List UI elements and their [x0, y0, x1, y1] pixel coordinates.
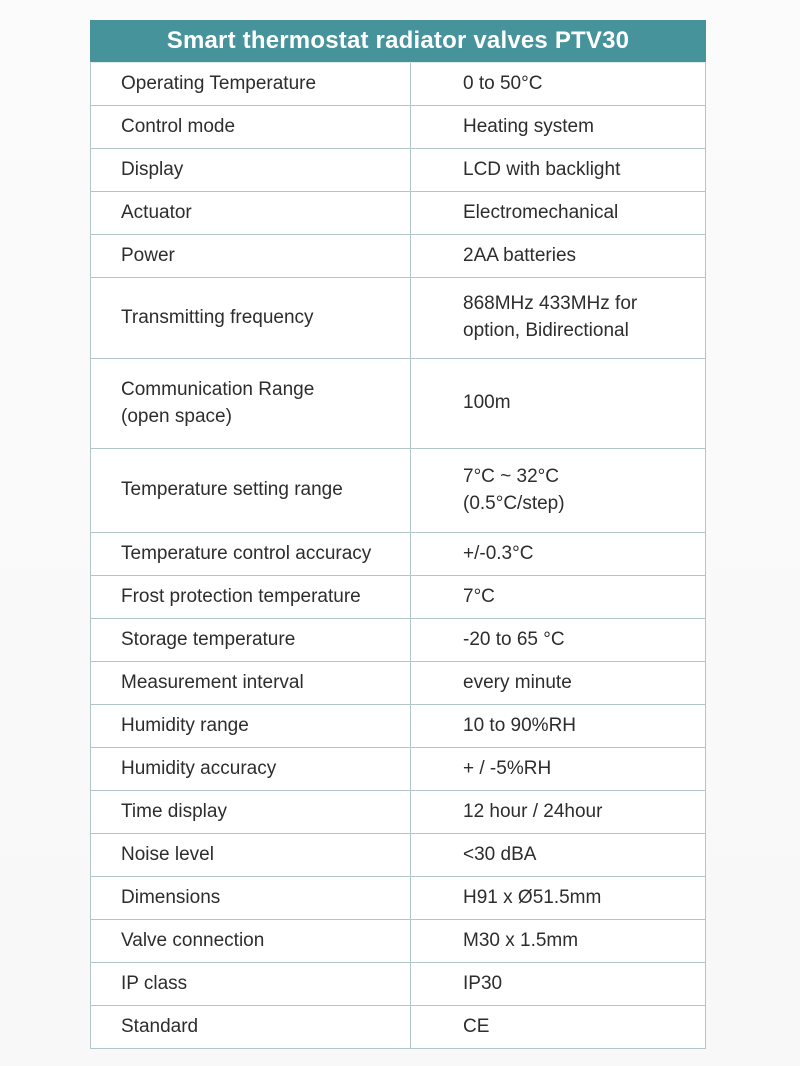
table-row: IP class IP30	[91, 963, 705, 1006]
spec-label: Temperature setting range	[91, 449, 411, 532]
spec-value: -20 to 65 °C	[463, 628, 565, 650]
spec-value: H91 x Ø51.5mm	[463, 886, 602, 908]
spec-label: Actuator	[91, 192, 411, 234]
table-row: Control mode Heating system	[91, 106, 705, 149]
table-row: Noise level <30 dBA	[91, 834, 705, 877]
spec-value: 7°C	[463, 585, 495, 607]
spec-label: Display	[91, 149, 411, 191]
table-row: Humidity range 10 to 90%RH	[91, 705, 705, 748]
table-row: Temperature setting range 7°C ~ 32°C (0.5…	[91, 449, 705, 533]
spec-value: CE	[463, 1015, 490, 1037]
spec-value: IP30	[463, 972, 503, 994]
spec-value: Electromechanical	[463, 201, 619, 223]
spec-label: Temperature control accuracy	[91, 533, 411, 575]
table-row: Communication Range (open space) 100m	[91, 359, 705, 449]
table-row: Standard CE	[91, 1006, 705, 1049]
spec-label: Valve connection	[91, 920, 411, 962]
table-row: Dimensions H91 x Ø51.5mm	[91, 877, 705, 920]
spec-value: 100m	[463, 392, 511, 414]
table-row: Actuator Electromechanical	[91, 192, 705, 235]
spec-label: Frost protection temperature	[91, 576, 411, 618]
spec-value: 12 hour / 24hour	[463, 800, 603, 822]
spec-label: Noise level	[91, 834, 411, 876]
spec-value: M30 x 1.5mm	[463, 929, 579, 951]
table-row: Valve connection M30 x 1.5mm	[91, 920, 705, 963]
spec-table: Smart thermostat radiator valves PTV30 O…	[90, 20, 706, 1049]
table-body: Operating Temperature 0 to 50°C Control mo…	[90, 62, 706, 1049]
table-row: Frost protection temperature 7°C	[91, 576, 705, 619]
spec-label: Humidity accuracy	[91, 748, 411, 790]
spec-label: Transmitting frequency	[91, 278, 411, 358]
table-row: Display LCD with backlight	[91, 149, 705, 192]
table-row: Transmitting frequency 868MHz 433MHz for …	[91, 278, 705, 359]
spec-value: LCD with backlight	[463, 158, 621, 180]
spec-label: Humidity range	[91, 705, 411, 747]
table-row: Measurement interval every minute	[91, 662, 705, 705]
spec-value: every minute	[463, 671, 572, 693]
table-row: Humidity accuracy + / -5%RH	[91, 748, 705, 791]
spec-value: 10 to 90%RH	[463, 714, 577, 736]
spec-value: + / -5%RH	[463, 757, 552, 779]
table-row: Time display 12 hour / 24hour	[91, 791, 705, 834]
spec-label: Storage temperature	[91, 619, 411, 661]
spec-value: 7°C ~ 32°C (0.5°C/step)	[463, 465, 565, 514]
table-row: Storage temperature -20 to 65 °C	[91, 619, 705, 662]
spec-label: IP class	[91, 963, 411, 1005]
spec-label: Communication Range (open space)	[91, 359, 411, 448]
spec-value: <30 dBA	[463, 843, 537, 865]
spec-label: Control mode	[91, 106, 411, 148]
spec-value: 2AA batteries	[463, 244, 577, 266]
spec-label: Standard	[91, 1006, 411, 1048]
spec-label: Time display	[91, 791, 411, 833]
spec-value: Heating system	[463, 115, 594, 137]
table-row: Power 2AA batteries	[91, 235, 705, 278]
spec-label: Operating Temperature	[91, 63, 411, 105]
spec-label: Power	[91, 235, 411, 277]
spec-value: +/-0.3°C	[463, 542, 534, 564]
spec-label: Measurement interval	[91, 662, 411, 704]
table-title: Smart thermostat radiator valves PTV30	[90, 20, 706, 62]
table-row: Temperature control accuracy +/-0.3°C	[91, 533, 705, 576]
table-row: Operating Temperature 0 to 50°C	[91, 63, 705, 106]
spec-value: 868MHz 433MHz for option, Bidirectional	[463, 293, 638, 341]
spec-value: 0 to 50°C	[463, 72, 543, 94]
spec-label: Dimensions	[91, 877, 411, 919]
